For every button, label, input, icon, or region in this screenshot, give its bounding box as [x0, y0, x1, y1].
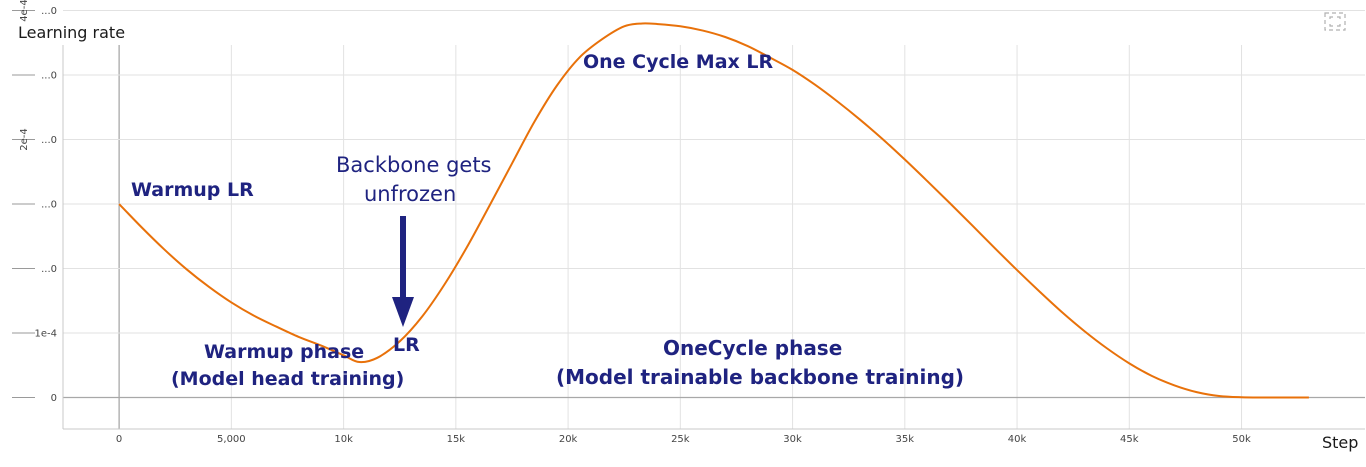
y-tick-label: ...0	[41, 71, 57, 82]
annotation-max-lr: One Cycle Max LR	[583, 51, 774, 73]
y-tick-label: ...0	[41, 135, 57, 146]
x-tick-label: 20k	[559, 434, 578, 445]
x-tick-label: 15k	[447, 434, 466, 445]
series-lines	[118, 22, 1309, 399]
annotation-backbone-line1: Backbone gets	[336, 153, 492, 177]
gridlines	[63, 10, 1365, 429]
y-tick-label: 1e-4	[35, 329, 58, 340]
y-tick-label: ...0	[41, 264, 57, 275]
x-tick-label: 30k	[783, 434, 802, 445]
chart-title: Learning rate	[18, 23, 126, 42]
x-tick-label: 10k	[334, 434, 353, 445]
annotation-arrow	[392, 216, 414, 327]
x-axis-title: Step	[1322, 433, 1359, 452]
annotation-warmup-lr: Warmup LR	[131, 179, 254, 201]
y-tick-side-label: 4e-4	[19, 0, 30, 22]
annotation-warmup-phase-line2: (Model head training)	[171, 368, 405, 390]
axes	[62, 45, 1365, 430]
x-tick-label: 5,000	[217, 434, 246, 445]
x-tick-label: 25k	[671, 434, 690, 445]
annotation-lr-min: LR	[393, 334, 420, 356]
series-line	[118, 22, 1309, 399]
arrow-head	[392, 297, 414, 327]
y-tick-label: ...0	[41, 200, 57, 211]
y-tick-side-label: 2e-4	[19, 128, 30, 151]
x-tick-label: 40k	[1008, 434, 1027, 445]
x-tick-label: 45k	[1120, 434, 1139, 445]
x-tick-label: 50k	[1232, 434, 1251, 445]
y-tick-label: 0	[51, 393, 57, 404]
annotation-onecycle-phase-line1: OneCycle phase	[663, 336, 843, 360]
x-tick-label: 35k	[896, 434, 915, 445]
annotation-backbone-line2: unfrozen	[364, 182, 457, 206]
annotation-warmup-phase-line1: Warmup phase	[204, 341, 365, 363]
expand-icon[interactable]	[1324, 12, 1346, 32]
annotation-onecycle-phase-line2: (Model trainable backbone training)	[556, 365, 965, 389]
x-tick-label: 0	[116, 434, 122, 445]
tick-labels: 0 5,000 10k 15k 20k 25k 30k 35k 40k 45k 50k 0 1e-4..…	[12, 0, 1251, 445]
y-tick-label: ...0	[41, 6, 57, 17]
